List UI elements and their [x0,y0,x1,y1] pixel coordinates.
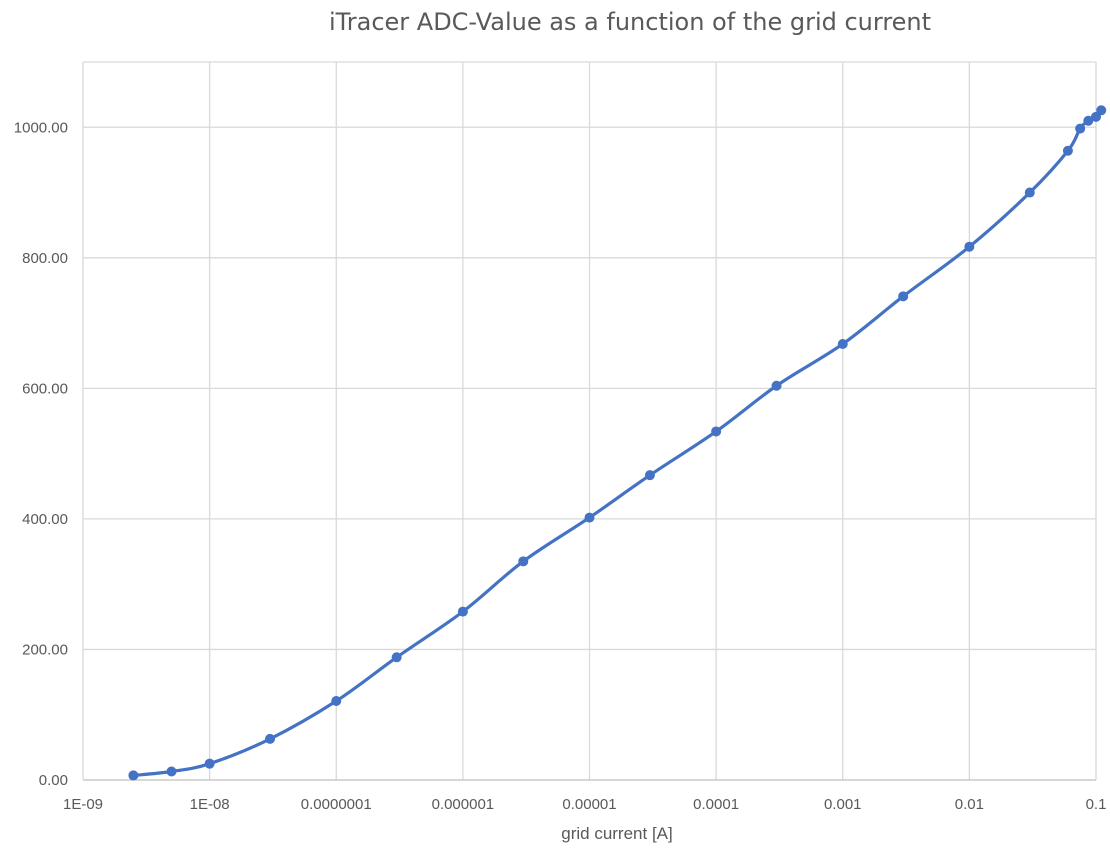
x-tick-label: 0.00001 [562,796,616,813]
data-point [644,470,655,481]
data-point [518,556,529,567]
point-layer [128,105,1107,781]
y-tick-label: 1000.00 [14,119,68,136]
data-point [771,380,782,391]
y-tick-label: 200.00 [22,641,68,658]
data-point [898,291,909,302]
data-point [1096,105,1107,116]
y-tick-label: 600.00 [22,380,68,397]
y-tick-label: 800.00 [22,250,68,267]
data-point [1075,123,1086,134]
series-line [131,108,1103,778]
y-tick-label: 400.00 [22,511,68,528]
y-tick-label: 0.00 [39,772,68,789]
data-point [128,770,139,781]
data-point [391,652,402,663]
data-point [331,696,342,707]
data-point [964,241,975,252]
x-tick-label: 0.001 [824,796,862,813]
axis-layer: 0.00 200.00 400.00 600.00 800.00 1000.00 1E-09… [14,62,1107,813]
data-point [1062,145,1073,156]
data-point [1083,115,1094,126]
x-tick-label: 1E-09 [63,796,103,813]
grid-layer [83,61,1097,780]
curve-layer [131,108,1103,778]
x-tick-label: 0.000001 [432,796,495,813]
data-point [457,606,468,617]
data-point [584,512,595,523]
x-tick-label: 1E-08 [190,796,230,813]
data-point [166,766,177,777]
x-axis-title: grid current [A] [561,824,673,843]
x-tick-label: 0.0000001 [301,796,372,813]
x-tick-label: 0.0001 [693,796,739,813]
x-tick-label: 0.1 [1086,796,1107,813]
data-point [265,733,276,744]
chart-title: iTracer ADC-Value as a function of the g… [328,8,932,36]
data-point [204,758,215,769]
data-point [711,426,722,437]
data-point [837,338,848,349]
data-point [1024,187,1035,198]
x-tick-label: 0.01 [955,796,984,813]
